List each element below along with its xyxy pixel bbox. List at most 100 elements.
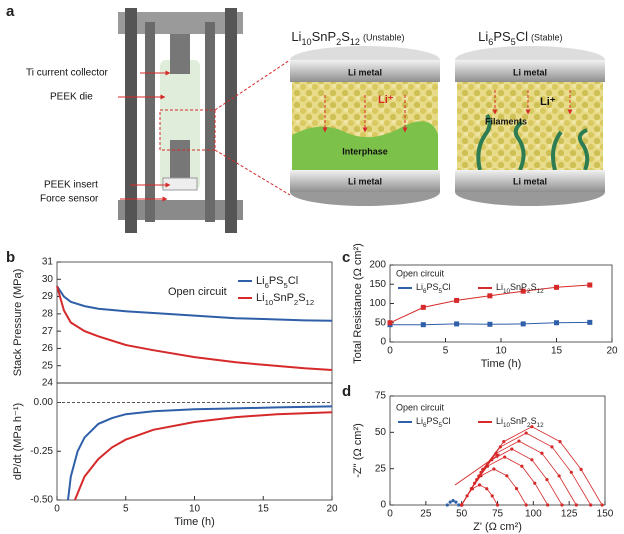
y-tick-label: 25 — [375, 463, 387, 474]
y-tick-label: 200 — [369, 260, 386, 271]
marker — [481, 467, 485, 471]
marker — [520, 464, 524, 468]
series-line — [67, 405, 333, 501]
plot-frame — [56, 382, 333, 501]
marker — [517, 439, 521, 443]
y-tick-label: 50 — [375, 427, 387, 438]
marker — [490, 494, 494, 498]
panel-label: b — [6, 249, 15, 266]
electrode-label: Li metal — [513, 176, 547, 186]
press-illustration — [118, 8, 291, 233]
marker — [454, 297, 460, 303]
x-tick-label: 10 — [189, 504, 201, 515]
marker — [587, 282, 593, 288]
y-tick-label: 24 — [42, 378, 54, 389]
marker — [448, 500, 452, 504]
marker — [600, 503, 604, 507]
y-tick-label: 31 — [42, 257, 54, 268]
y-axis-label: Stack Pressure (MPa) — [12, 269, 24, 377]
x-axis-label: Time (h) — [174, 516, 215, 528]
x-tick-label: 0 — [387, 346, 393, 357]
marker — [546, 503, 550, 507]
x-tick-label: 150 — [597, 509, 614, 520]
marker — [569, 470, 573, 474]
cell-stability: (Stable) — [531, 32, 563, 42]
ion-label: Li⁺ — [540, 96, 556, 108]
y-tick-label: 150 — [369, 279, 386, 290]
x-tick-label: 20 — [326, 504, 338, 515]
y-tick-label: 30 — [42, 274, 54, 285]
marker — [524, 431, 528, 435]
x-tick-label: 10 — [495, 346, 507, 357]
y-tick-label: 25 — [42, 360, 54, 371]
series-line — [461, 448, 563, 506]
marker — [502, 440, 506, 444]
callout: PEEK insert — [44, 180, 98, 191]
marker — [554, 320, 559, 326]
y-tick-label: 26 — [42, 343, 54, 354]
marker — [454, 321, 460, 327]
marker — [540, 451, 544, 455]
marker — [445, 503, 449, 507]
y-tick-label: 0 — [380, 337, 386, 348]
panel-label: a — [6, 3, 15, 20]
electrode-label: Li metal — [348, 67, 382, 77]
marker — [554, 284, 559, 290]
series-line — [56, 285, 333, 371]
y-tick-label: -0.25 — [30, 446, 53, 457]
x-tick-label: 100 — [525, 509, 542, 520]
x-axis-label: Time (h) — [481, 358, 522, 370]
marker — [420, 322, 426, 328]
marker — [587, 319, 593, 325]
marker — [579, 467, 583, 471]
y-tick-label: 27 — [42, 326, 54, 337]
series-line — [73, 411, 333, 501]
marker — [550, 445, 554, 449]
legend-label: Li6PS5Cl — [256, 275, 298, 290]
marker — [387, 320, 393, 326]
marker — [454, 500, 458, 504]
annotation: Open circuit — [396, 268, 445, 278]
marker — [530, 458, 534, 462]
feature-label: Filaments — [485, 116, 527, 126]
y-tick-label: 50 — [375, 317, 387, 328]
y-tick-label: -0.50 — [30, 495, 53, 506]
cell-stability: (Unstable) — [363, 32, 405, 42]
cell-title: Li6PS5Cl — [478, 29, 528, 47]
y-tick-label: 29 — [42, 291, 54, 302]
callout: Ti current collector — [26, 68, 109, 79]
series-line — [461, 432, 592, 506]
callout: Force sensor — [40, 194, 99, 205]
marker — [503, 455, 507, 459]
marker — [533, 481, 537, 485]
y-axis-label: -Z'' (Ω cm²) — [352, 423, 364, 478]
x-tick-label: 20 — [606, 346, 618, 357]
x-tick-label: 125 — [561, 509, 578, 520]
y-tick-label: 0 — [380, 500, 386, 511]
x-tick-label: 0 — [54, 504, 60, 515]
marker — [477, 483, 482, 487]
marker — [520, 321, 526, 327]
marker — [530, 425, 534, 429]
x-tick-label: 0 — [387, 509, 393, 520]
legend-label: Li10SnP2S12 — [496, 282, 544, 295]
y-axis-label: Total Resistance (Ω cm²) — [352, 243, 364, 364]
electrode-label: Li metal — [513, 67, 547, 77]
marker — [510, 447, 514, 451]
y-tick-label: 75 — [375, 391, 387, 402]
electrode-label: Li metal — [348, 176, 382, 186]
marker — [492, 467, 496, 471]
y-tick-label: 28 — [42, 308, 54, 319]
marker — [589, 503, 593, 507]
panel-label: c — [342, 249, 350, 266]
legend-label: Li6PS5Cl — [416, 282, 451, 295]
legend-label: Li10SnP2S12 — [496, 416, 544, 429]
marker — [557, 474, 561, 478]
marker — [451, 499, 455, 503]
series-line — [56, 285, 333, 322]
marker — [457, 503, 461, 507]
cell-title: Li10SnP2S12 — [291, 29, 360, 47]
x-tick-label: 5 — [123, 504, 129, 515]
y-tick-label: 0.00 — [34, 397, 54, 408]
